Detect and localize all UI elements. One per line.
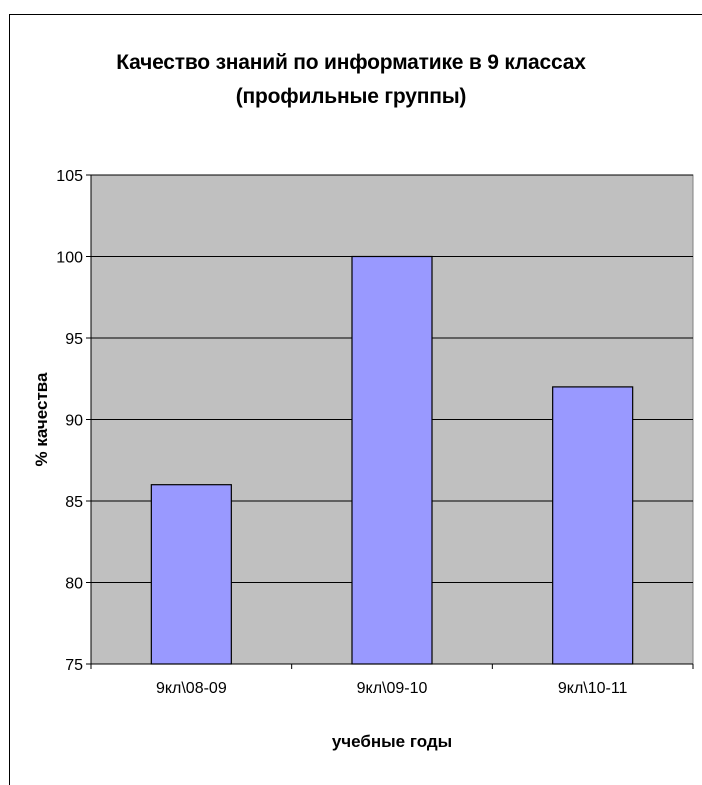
chart-frame-left — [9, 14, 10, 785]
bar — [351, 255, 433, 665]
y-tick-label: 75 — [65, 657, 83, 674]
y-tick-label: 100 — [56, 250, 83, 267]
x-tick-label: 9кл\08-09 — [156, 680, 227, 697]
x-tick-labels: 9кл\08-09 9кл\09-10 9кл\10-11 — [90, 664, 694, 697]
y-tick-label: 95 — [65, 331, 83, 348]
chart-title-line2: (профильные группы) — [235, 85, 467, 108]
x-tick-label: 9кл\09-10 — [357, 680, 428, 697]
x-axis-title: учебные годы — [332, 732, 452, 751]
chart-title-line1: Качество знаний по информатике в 9 класс… — [116, 51, 586, 74]
bar — [552, 386, 634, 665]
bar — [150, 484, 232, 665]
y-tick-label: 85 — [65, 494, 83, 511]
chart-frame-top — [9, 14, 702, 15]
y-tick-label: 90 — [65, 413, 83, 430]
y-tick-label: 80 — [65, 576, 83, 593]
y-tick-labels: 75 80 85 90 95 100 105 — [56, 168, 91, 674]
x-tick-label: 9кл\10-11 — [558, 680, 628, 697]
y-axis-title: % качества — [32, 372, 51, 466]
y-tick-label: 105 — [56, 168, 83, 185]
